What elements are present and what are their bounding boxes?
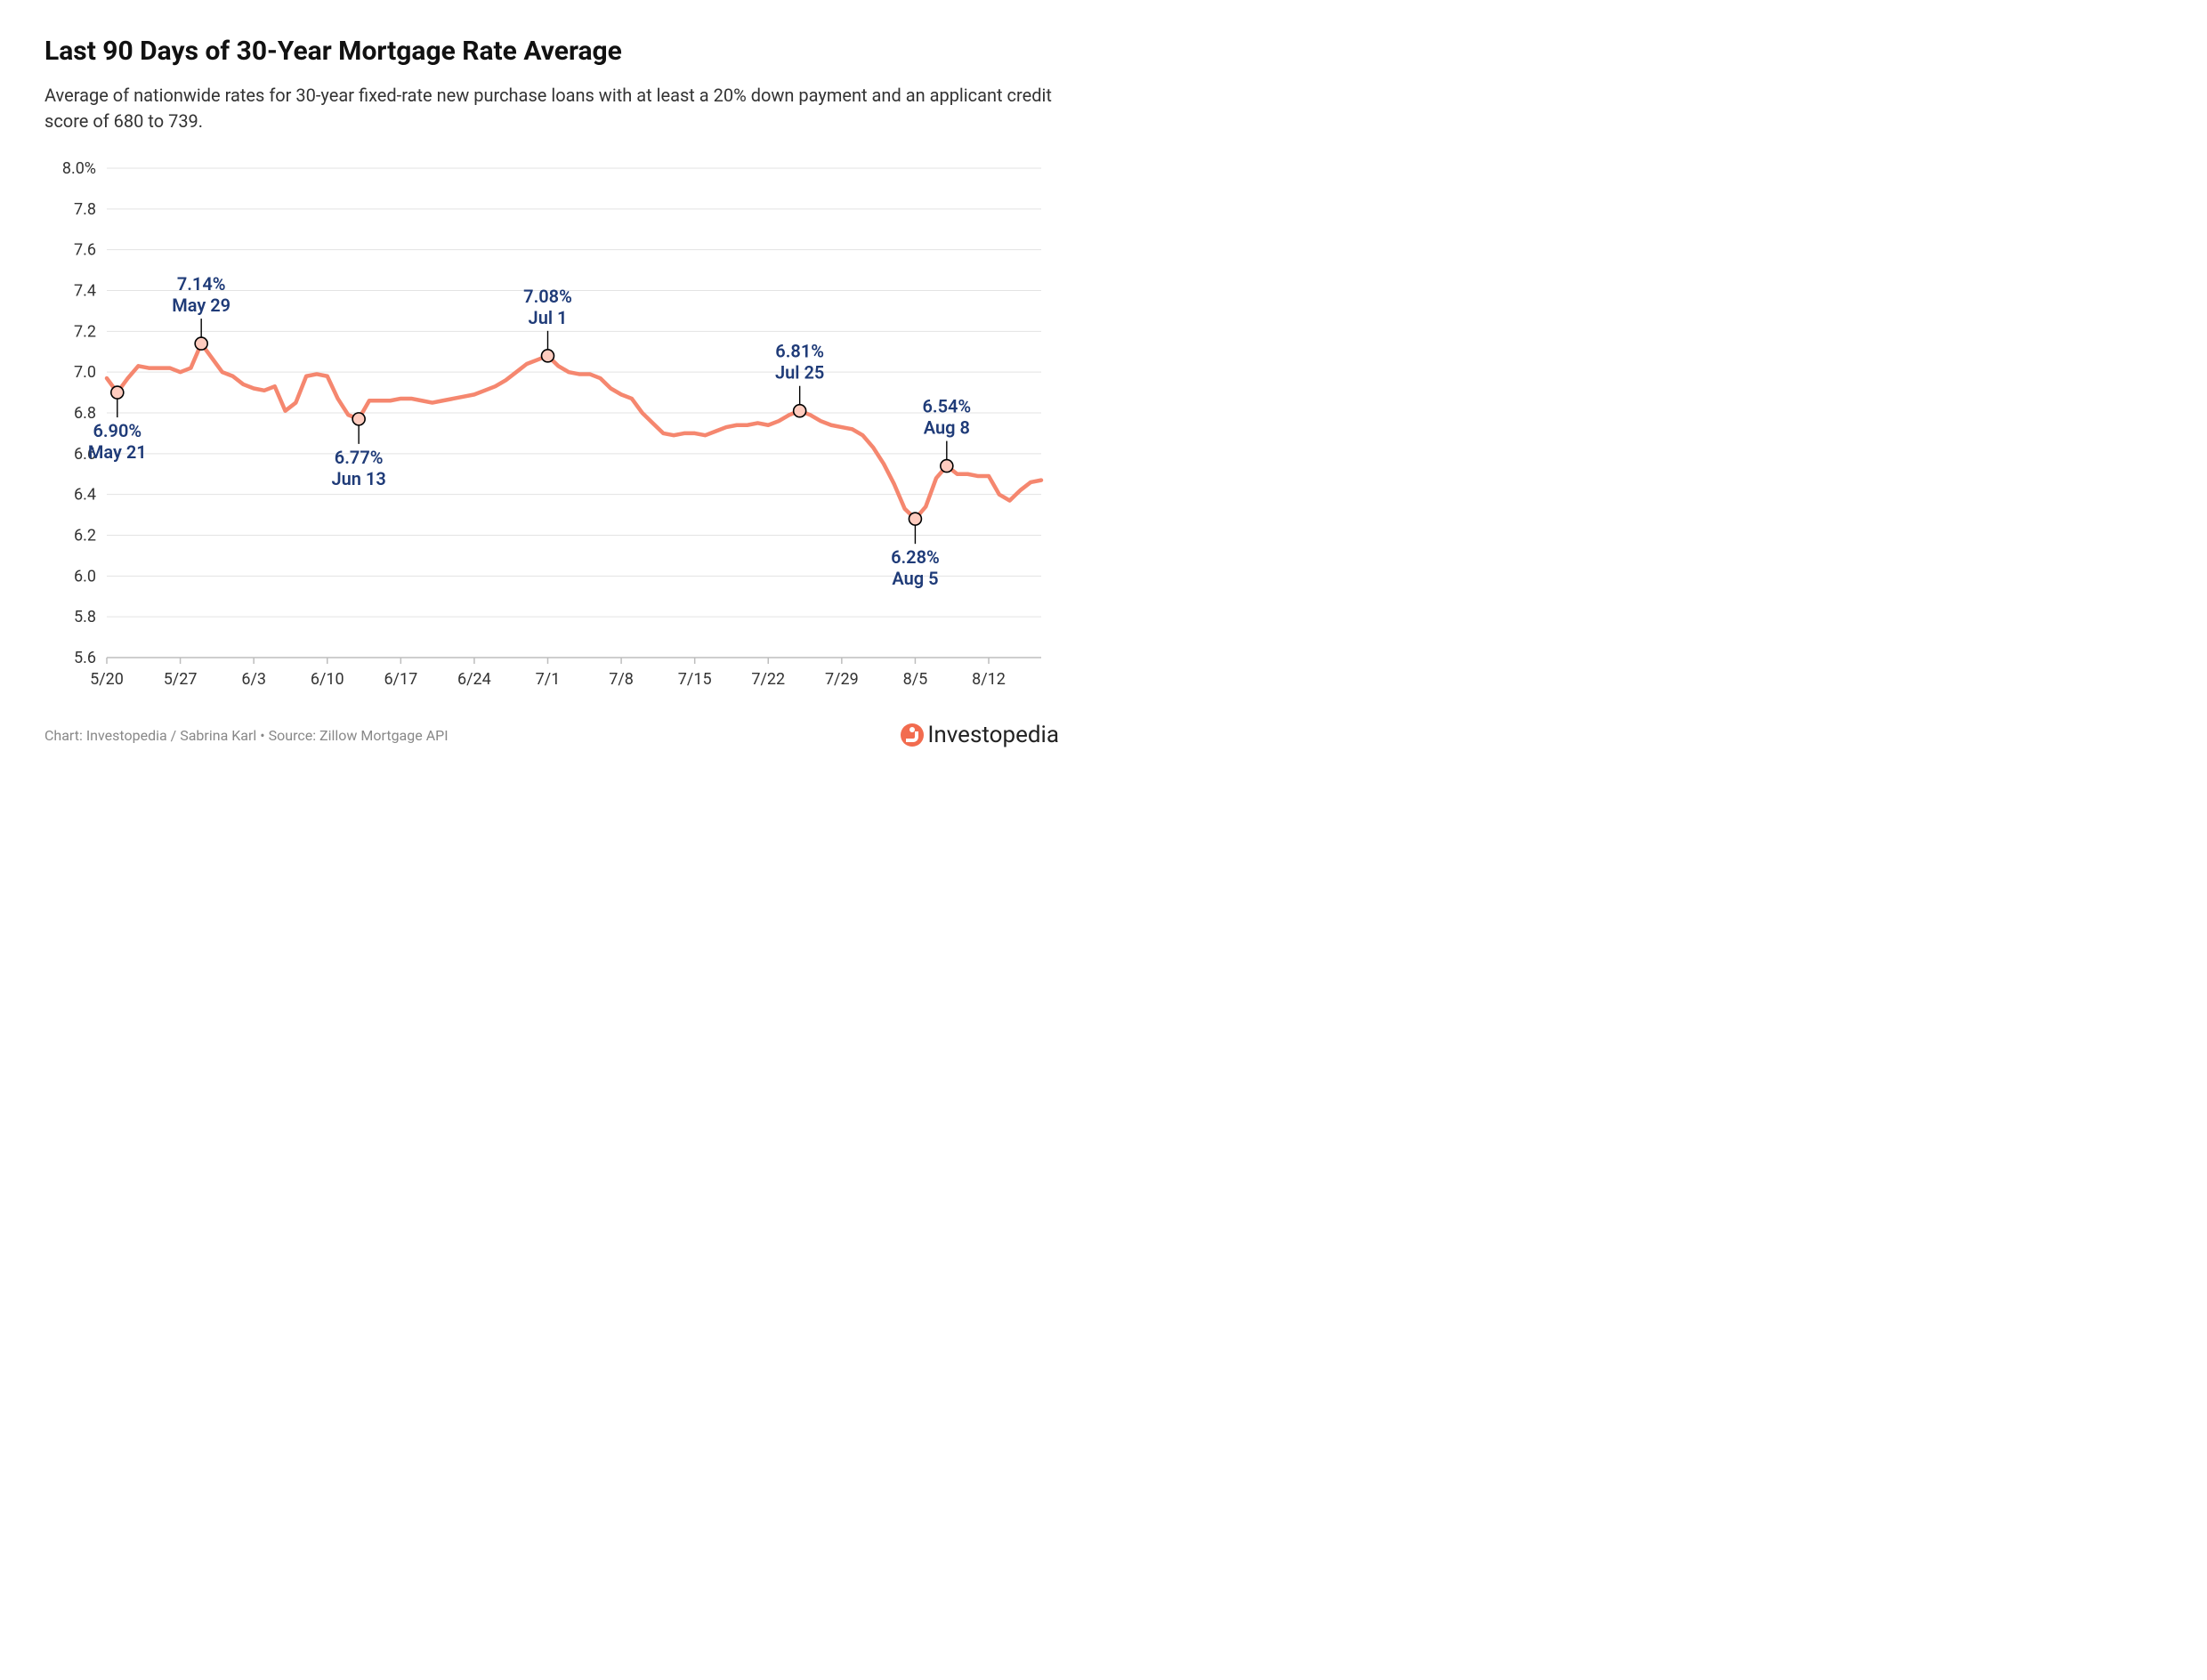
svg-text:6.2: 6.2 (74, 527, 96, 545)
svg-text:8/5: 8/5 (903, 670, 928, 689)
svg-text:6/24: 6/24 (457, 670, 491, 689)
svg-text:7/22: 7/22 (751, 670, 785, 689)
line-chart: 5.65.86.06.26.46.66.87.07.27.47.67.88.0%… (44, 159, 1059, 702)
svg-text:7/15: 7/15 (678, 670, 712, 689)
svg-text:7/29: 7/29 (825, 670, 859, 689)
svg-text:Aug 5: Aug 5 (892, 568, 938, 589)
svg-text:7.08%: 7.08% (523, 286, 572, 307)
chart-title: Last 90 Days of 30-Year Mortgage Rate Av… (44, 36, 1059, 67)
brand-logo: Investopedia (901, 722, 1059, 748)
svg-text:6.54%: 6.54% (922, 396, 971, 417)
svg-text:5.8: 5.8 (74, 608, 96, 626)
svg-text:6.28%: 6.28% (891, 546, 940, 568)
chart-credit: Chart: Investopedia / Sabrina Karl • Sou… (44, 727, 449, 744)
svg-text:Jun 13: Jun 13 (331, 468, 385, 489)
svg-text:5/20: 5/20 (90, 670, 124, 689)
svg-text:5/27: 5/27 (164, 670, 198, 689)
svg-text:7/1: 7/1 (536, 670, 561, 689)
brand-icon (901, 723, 924, 747)
svg-text:7/8: 7/8 (609, 670, 634, 689)
svg-text:6/17: 6/17 (384, 670, 417, 689)
svg-text:7.4: 7.4 (74, 282, 96, 301)
svg-text:8/12: 8/12 (972, 670, 1006, 689)
svg-text:7.0: 7.0 (74, 363, 96, 382)
svg-text:6/10: 6/10 (311, 670, 344, 689)
svg-text:6.90%: 6.90% (93, 420, 141, 441)
svg-text:Jul 1: Jul 1 (529, 307, 568, 328)
svg-text:6.77%: 6.77% (335, 447, 384, 468)
svg-text:7.8: 7.8 (74, 200, 96, 219)
svg-text:6.4: 6.4 (74, 486, 96, 505)
svg-text:6/3: 6/3 (241, 670, 266, 689)
svg-text:6.81%: 6.81% (775, 341, 824, 362)
chart-container: 5.65.86.06.26.46.66.87.07.27.47.67.88.0%… (44, 159, 1059, 702)
svg-text:7.2: 7.2 (74, 322, 96, 341)
svg-text:May 21: May 21 (88, 441, 147, 463)
svg-text:May 29: May 29 (172, 295, 230, 316)
svg-text:7.14%: 7.14% (177, 273, 226, 295)
chart-subtitle: Average of nationwide rates for 30-year … (44, 83, 1059, 134)
svg-text:6.0: 6.0 (74, 567, 96, 586)
svg-text:8.0%: 8.0% (62, 159, 96, 178)
svg-text:7.6: 7.6 (74, 241, 96, 260)
svg-text:Jul 25: Jul 25 (775, 362, 824, 384)
svg-text:5.6: 5.6 (74, 649, 96, 667)
svg-text:Aug 8: Aug 8 (924, 417, 970, 439)
brand-text: Investopedia (927, 722, 1059, 748)
